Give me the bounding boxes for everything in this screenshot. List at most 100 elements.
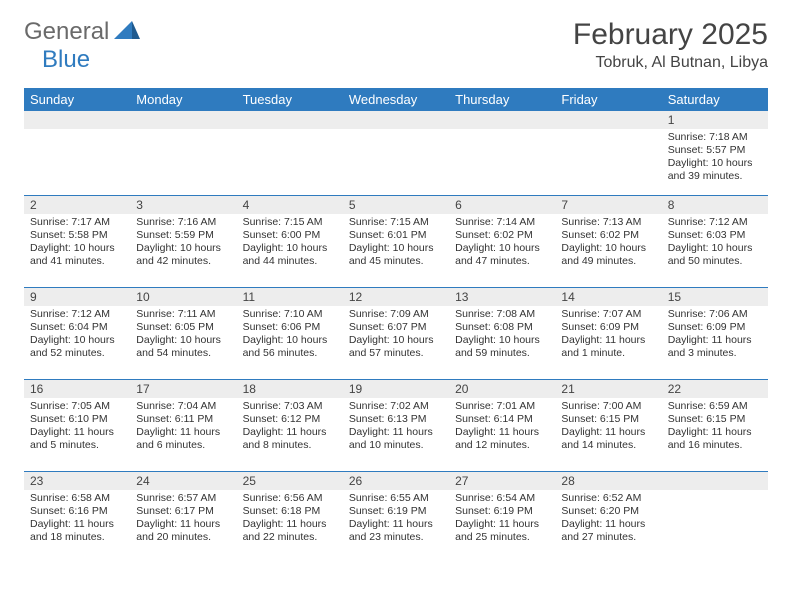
sunset-text: Sunset: 6:09 PM xyxy=(668,321,762,334)
sunrise-text: Sunrise: 7:07 AM xyxy=(561,308,655,321)
day-details: Sunrise: 7:03 AMSunset: 6:12 PMDaylight:… xyxy=(237,398,343,457)
sunset-text: Sunset: 5:58 PM xyxy=(30,229,124,242)
sunrise-text: Sunrise: 6:56 AM xyxy=(243,492,337,505)
sunrise-text: Sunrise: 6:59 AM xyxy=(668,400,762,413)
daylight-text: Daylight: 10 hours and 56 minutes. xyxy=(243,334,337,360)
calendar-day-cell: 3Sunrise: 7:16 AMSunset: 5:59 PMDaylight… xyxy=(130,195,236,287)
sunrise-text: Sunrise: 7:09 AM xyxy=(349,308,443,321)
day-details: Sunrise: 7:11 AMSunset: 6:05 PMDaylight:… xyxy=(130,306,236,365)
daylight-text: Daylight: 11 hours and 3 minutes. xyxy=(668,334,762,360)
weekday-header: Sunday xyxy=(24,88,130,111)
calendar-day-cell: 15Sunrise: 7:06 AMSunset: 6:09 PMDayligh… xyxy=(662,287,768,379)
day-number xyxy=(449,111,555,129)
sunrise-text: Sunrise: 7:03 AM xyxy=(243,400,337,413)
sunset-text: Sunset: 6:03 PM xyxy=(668,229,762,242)
sunset-text: Sunset: 6:18 PM xyxy=(243,505,337,518)
calendar-day-cell: 7Sunrise: 7:13 AMSunset: 6:02 PMDaylight… xyxy=(555,195,661,287)
day-details: Sunrise: 7:16 AMSunset: 5:59 PMDaylight:… xyxy=(130,214,236,273)
weekday-header-row: Sunday Monday Tuesday Wednesday Thursday… xyxy=(24,88,768,111)
day-number xyxy=(555,111,661,129)
weekday-header: Tuesday xyxy=(237,88,343,111)
brand-mark-icon xyxy=(114,21,140,44)
day-details: Sunrise: 6:56 AMSunset: 6:18 PMDaylight:… xyxy=(237,490,343,549)
sunset-text: Sunset: 6:05 PM xyxy=(136,321,230,334)
calendar-day-cell xyxy=(343,111,449,195)
daylight-text: Daylight: 11 hours and 14 minutes. xyxy=(561,426,655,452)
sunrise-text: Sunrise: 7:08 AM xyxy=(455,308,549,321)
daylight-text: Daylight: 10 hours and 39 minutes. xyxy=(668,157,762,183)
day-details: Sunrise: 7:09 AMSunset: 6:07 PMDaylight:… xyxy=(343,306,449,365)
sunrise-text: Sunrise: 7:13 AM xyxy=(561,216,655,229)
sunrise-text: Sunrise: 7:05 AM xyxy=(30,400,124,413)
day-details: Sunrise: 6:58 AMSunset: 6:16 PMDaylight:… xyxy=(24,490,130,549)
day-number: 2 xyxy=(24,196,130,214)
calendar-day-cell: 17Sunrise: 7:04 AMSunset: 6:11 PMDayligh… xyxy=(130,379,236,471)
sunset-text: Sunset: 6:15 PM xyxy=(561,413,655,426)
calendar-day-cell: 5Sunrise: 7:15 AMSunset: 6:01 PMDaylight… xyxy=(343,195,449,287)
day-details: Sunrise: 6:55 AMSunset: 6:19 PMDaylight:… xyxy=(343,490,449,549)
day-number: 23 xyxy=(24,472,130,490)
calendar-day-cell: 20Sunrise: 7:01 AMSunset: 6:14 PMDayligh… xyxy=(449,379,555,471)
daylight-text: Daylight: 10 hours and 57 minutes. xyxy=(349,334,443,360)
calendar-week-row: 9Sunrise: 7:12 AMSunset: 6:04 PMDaylight… xyxy=(24,287,768,379)
day-details: Sunrise: 7:08 AMSunset: 6:08 PMDaylight:… xyxy=(449,306,555,365)
day-details: Sunrise: 7:12 AMSunset: 6:03 PMDaylight:… xyxy=(662,214,768,273)
day-details: Sunrise: 7:15 AMSunset: 6:00 PMDaylight:… xyxy=(237,214,343,273)
sunset-text: Sunset: 6:15 PM xyxy=(668,413,762,426)
sunset-text: Sunset: 6:07 PM xyxy=(349,321,443,334)
sunrise-text: Sunrise: 7:00 AM xyxy=(561,400,655,413)
sunset-text: Sunset: 6:02 PM xyxy=(561,229,655,242)
daylight-text: Daylight: 10 hours and 45 minutes. xyxy=(349,242,443,268)
weekday-header: Thursday xyxy=(449,88,555,111)
daylight-text: Daylight: 10 hours and 52 minutes. xyxy=(30,334,124,360)
calendar-day-cell: 23Sunrise: 6:58 AMSunset: 6:16 PMDayligh… xyxy=(24,471,130,563)
day-number xyxy=(343,111,449,129)
sunset-text: Sunset: 5:57 PM xyxy=(668,144,762,157)
sunrise-text: Sunrise: 6:52 AM xyxy=(561,492,655,505)
sunset-text: Sunset: 6:02 PM xyxy=(455,229,549,242)
daylight-text: Daylight: 11 hours and 25 minutes. xyxy=(455,518,549,544)
day-number: 3 xyxy=(130,196,236,214)
daylight-text: Daylight: 10 hours and 54 minutes. xyxy=(136,334,230,360)
day-details: Sunrise: 6:59 AMSunset: 6:15 PMDaylight:… xyxy=(662,398,768,457)
sunset-text: Sunset: 6:09 PM xyxy=(561,321,655,334)
weekday-header: Saturday xyxy=(662,88,768,111)
daylight-text: Daylight: 11 hours and 20 minutes. xyxy=(136,518,230,544)
daylight-text: Daylight: 11 hours and 23 minutes. xyxy=(349,518,443,544)
day-number: 16 xyxy=(24,380,130,398)
brand-text-blue: Blue xyxy=(42,46,90,73)
day-details: Sunrise: 7:04 AMSunset: 6:11 PMDaylight:… xyxy=(130,398,236,457)
sunset-text: Sunset: 6:19 PM xyxy=(349,505,443,518)
sunrise-text: Sunrise: 7:11 AM xyxy=(136,308,230,321)
calendar-day-cell: 28Sunrise: 6:52 AMSunset: 6:20 PMDayligh… xyxy=(555,471,661,563)
sunrise-text: Sunrise: 7:10 AM xyxy=(243,308,337,321)
day-number: 13 xyxy=(449,288,555,306)
sunrise-text: Sunrise: 7:04 AM xyxy=(136,400,230,413)
day-number: 5 xyxy=(343,196,449,214)
sunrise-text: Sunrise: 7:18 AM xyxy=(668,131,762,144)
daylight-text: Daylight: 10 hours and 44 minutes. xyxy=(243,242,337,268)
day-details: Sunrise: 7:01 AMSunset: 6:14 PMDaylight:… xyxy=(449,398,555,457)
sunrise-text: Sunrise: 7:12 AM xyxy=(30,308,124,321)
sunrise-text: Sunrise: 7:01 AM xyxy=(455,400,549,413)
calendar-day-cell xyxy=(24,111,130,195)
calendar-day-cell: 22Sunrise: 6:59 AMSunset: 6:15 PMDayligh… xyxy=(662,379,768,471)
day-number: 11 xyxy=(237,288,343,306)
daylight-text: Daylight: 10 hours and 47 minutes. xyxy=(455,242,549,268)
brand-logo: General Blue xyxy=(24,18,140,74)
calendar-day-cell: 1Sunrise: 7:18 AMSunset: 5:57 PMDaylight… xyxy=(662,111,768,195)
day-number: 25 xyxy=(237,472,343,490)
day-details: Sunrise: 7:14 AMSunset: 6:02 PMDaylight:… xyxy=(449,214,555,273)
daylight-text: Daylight: 11 hours and 10 minutes. xyxy=(349,426,443,452)
daylight-text: Daylight: 11 hours and 5 minutes. xyxy=(30,426,124,452)
calendar-day-cell xyxy=(555,111,661,195)
sunrise-text: Sunrise: 7:16 AM xyxy=(136,216,230,229)
daylight-text: Daylight: 11 hours and 18 minutes. xyxy=(30,518,124,544)
calendar-day-cell: 19Sunrise: 7:02 AMSunset: 6:13 PMDayligh… xyxy=(343,379,449,471)
day-number: 22 xyxy=(662,380,768,398)
sunset-text: Sunset: 6:06 PM xyxy=(243,321,337,334)
sunrise-text: Sunrise: 6:58 AM xyxy=(30,492,124,505)
calendar-day-cell: 13Sunrise: 7:08 AMSunset: 6:08 PMDayligh… xyxy=(449,287,555,379)
sunrise-text: Sunrise: 6:54 AM xyxy=(455,492,549,505)
calendar-day-cell: 24Sunrise: 6:57 AMSunset: 6:17 PMDayligh… xyxy=(130,471,236,563)
